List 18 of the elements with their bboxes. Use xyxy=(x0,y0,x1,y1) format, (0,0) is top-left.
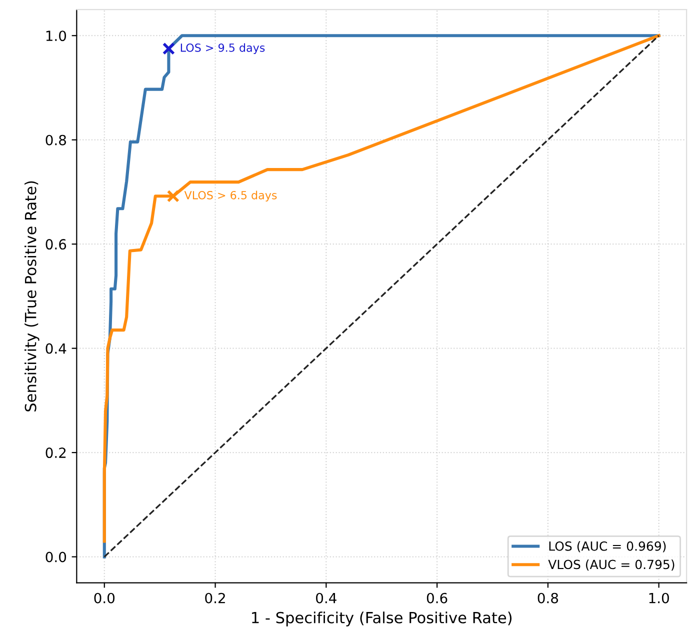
y-tick-label: 0.6 xyxy=(46,239,66,250)
annotation: LOS > 9.5 days xyxy=(180,43,265,54)
y-tick-label: 0.8 xyxy=(46,134,66,146)
y-tick-label: 1.0 xyxy=(46,30,66,42)
y-tick-label: 0.2 xyxy=(46,448,66,458)
y-tick-label: 0.0 xyxy=(46,552,66,562)
y-tick-label: 0.4 xyxy=(46,343,66,354)
x-tick-label: 1.0 xyxy=(649,592,669,604)
x-tick-label: 0.6 xyxy=(426,592,448,604)
legend-label: VLOS (AUC = 0.795) xyxy=(548,560,674,571)
x-tick-label: 0.4 xyxy=(316,592,336,604)
x-tick-label: 0.8 xyxy=(538,592,558,604)
y-axis-title: Sensitivity (True Positive Rate) xyxy=(24,181,40,412)
annotation: VLOS > 6.5 days xyxy=(184,190,277,202)
legend-label: LOS (AUC = 0.969) xyxy=(549,541,666,552)
x-tick-label: 0.2 xyxy=(205,592,225,604)
x-tick-label: 0.0 xyxy=(94,592,115,604)
x-axis-title: 1 - Specificity (False Positive Rate) xyxy=(252,612,512,626)
